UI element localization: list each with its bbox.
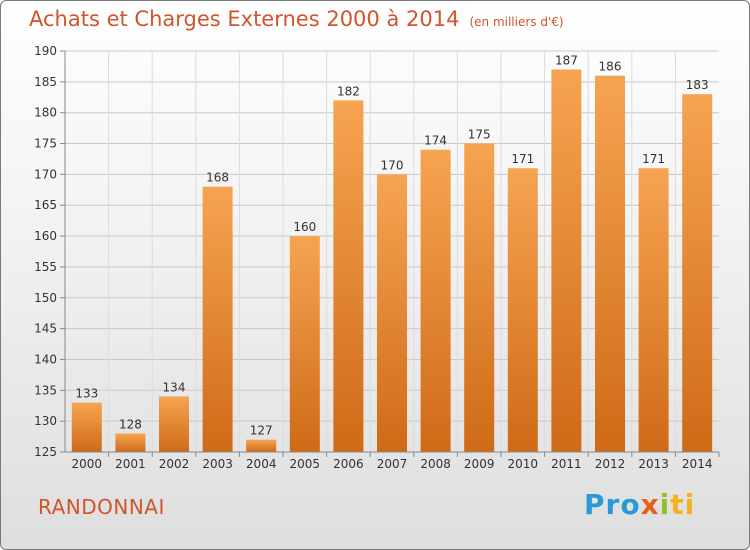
y-tick-label: 160: [34, 229, 57, 243]
x-tick-label-2009: 2009: [464, 457, 495, 471]
data-label-2008: 174: [424, 134, 447, 148]
bar-2013: [638, 168, 669, 452]
bar-2006: [333, 100, 364, 452]
x-tick-label-2000: 2000: [72, 457, 103, 471]
y-tick-label: 190: [34, 44, 57, 58]
y-tick-label: 145: [34, 322, 57, 336]
data-label-2007: 170: [381, 158, 404, 172]
data-label-2006: 182: [337, 84, 360, 98]
data-label-2014: 183: [686, 78, 709, 92]
data-label-2013: 171: [642, 152, 665, 166]
x-tick-label-2003: 2003: [202, 457, 233, 471]
data-label-2012: 186: [599, 60, 622, 74]
y-tick-label: 135: [34, 383, 57, 397]
place-name: RANDONNAI: [38, 495, 165, 519]
data-label-2010: 171: [511, 152, 534, 166]
x-tick-label-2004: 2004: [246, 457, 277, 471]
y-tick-label: 140: [34, 352, 57, 366]
x-tick-label-2001: 2001: [115, 457, 146, 471]
bar-2001: [115, 433, 146, 452]
bar-2014: [682, 94, 713, 452]
x-tick-label-2013: 2013: [638, 457, 669, 471]
axes: 125 130 135 140 145 150 155 160 165 170 175 180 185 1…: [34, 44, 720, 471]
y-tick-label: 130: [34, 414, 57, 428]
y-tick-label: 170: [34, 167, 57, 181]
y-tick-label: 155: [34, 260, 57, 274]
y-tick-label: 165: [34, 198, 57, 212]
data-labels: 133 128 134 168 127 160 182 170 174 175 171 187 186 1…: [75, 54, 708, 438]
y-tick-label: 175: [34, 137, 57, 151]
data-label-2000: 133: [75, 387, 98, 401]
x-tick-label-2006: 2006: [333, 457, 364, 471]
bar-2005: [289, 236, 320, 452]
x-tick-label-2011: 2011: [551, 457, 582, 471]
y-tick-label: 180: [34, 106, 57, 120]
data-label-2002: 134: [163, 380, 186, 394]
x-tick-label-2005: 2005: [290, 457, 321, 471]
proxiti-logo: Proxiti: [584, 488, 696, 521]
bar-2011: [551, 69, 582, 452]
data-label-2011: 187: [555, 54, 578, 68]
data-label-2004: 127: [250, 424, 273, 438]
data-label-2009: 175: [468, 128, 491, 142]
y-tick-label: 185: [34, 75, 57, 89]
bar-2010: [507, 168, 538, 452]
data-label-2003: 168: [206, 171, 229, 185]
x-tick-label-2008: 2008: [420, 457, 451, 471]
y-tick-label: 150: [34, 291, 57, 305]
bar-2002: [159, 396, 189, 452]
chart-title: Achats et Charges Externes 2000 à 2014 (e…: [29, 7, 564, 31]
bar-2012: [595, 75, 625, 452]
y-tick-label: 125: [34, 445, 57, 459]
bar-2003: [202, 186, 233, 452]
x-tick-label-2014: 2014: [682, 457, 713, 471]
chart-subtitle: (en milliers d'€): [469, 15, 564, 29]
data-label-2005: 160: [293, 220, 316, 234]
bars: [71, 69, 713, 453]
bar-2004: [246, 439, 277, 452]
chart-title-text: Achats et Charges Externes 2000 à 2014: [29, 7, 460, 31]
x-tick-label-2002: 2002: [159, 457, 190, 471]
x-tick-label-2012: 2012: [595, 457, 626, 471]
bar-2000: [71, 402, 102, 452]
bar-2008: [420, 149, 451, 452]
data-label-2001: 128: [119, 417, 142, 431]
bar-2007: [377, 174, 407, 452]
bar-2009: [464, 143, 495, 453]
x-tick-label-2007: 2007: [377, 457, 408, 471]
x-tick-label-2010: 2010: [508, 457, 539, 471]
